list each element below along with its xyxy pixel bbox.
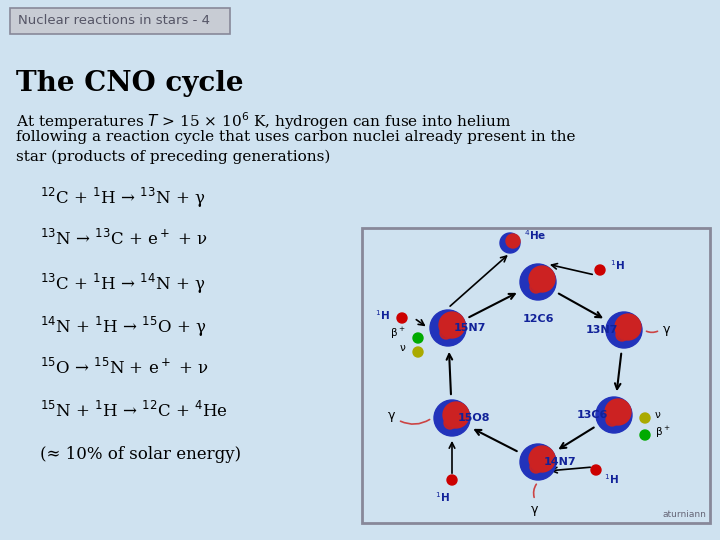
Text: β$^+$: β$^+$ [390,326,405,341]
Circle shape [449,407,463,421]
Text: γ: γ [663,323,670,336]
Text: $^1$H: $^1$H [610,258,625,272]
Text: $^{12}$C + $^{1}$H → $^{13}$N + γ: $^{12}$C + $^{1}$H → $^{13}$N + γ [40,186,205,210]
Text: At temperatures $\mathit{T}$ > 15 × 10$^6$ K, hydrogen can fuse into helium: At temperatures $\mathit{T}$ > 15 × 10$^… [16,110,511,132]
Circle shape [413,347,423,357]
Circle shape [443,402,469,428]
Circle shape [524,458,540,474]
Text: γ: γ [387,408,395,422]
Circle shape [438,315,452,329]
Circle shape [604,402,618,416]
Circle shape [439,312,465,338]
Circle shape [536,461,550,475]
Circle shape [442,405,456,419]
Text: $^1$H: $^1$H [435,490,449,504]
Text: aturniann: aturniann [662,510,706,519]
Text: β$^+$: β$^+$ [655,424,670,440]
Circle shape [447,475,457,485]
Text: 13N7: 13N7 [586,325,618,335]
Bar [10,8,230,34]
Circle shape [621,319,635,333]
Circle shape [528,269,542,283]
Circle shape [430,310,466,346]
Text: $^{15}$O → $^{15}$N + e$^+$ + ν: $^{15}$O → $^{15}$N + e$^+$ + ν [40,358,209,378]
Text: $^{13}$N → $^{13}$C + e$^+$ + ν: $^{13}$N → $^{13}$C + e$^+$ + ν [40,229,207,249]
Circle shape [596,397,632,433]
Circle shape [529,446,555,472]
Circle shape [595,265,605,275]
Circle shape [591,465,601,475]
Text: (≈ 10% of solar energy): (≈ 10% of solar energy) [40,446,241,463]
Text: 13C6: 13C6 [576,410,608,420]
Text: $^{15}$N + $^{1}$H → $^{12}$C + $^{4}$He: $^{15}$N + $^{1}$H → $^{12}$C + $^{4}$He [40,401,228,421]
Circle shape [438,414,454,430]
Circle shape [611,404,625,418]
Circle shape [640,430,650,440]
Circle shape [529,266,555,292]
Circle shape [600,411,616,427]
Text: star (products of preceding generations): star (products of preceding generations) [16,150,330,164]
Circle shape [605,399,631,425]
Circle shape [445,317,459,331]
Text: $^1$H: $^1$H [604,472,618,486]
Circle shape [520,264,556,300]
Circle shape [444,417,456,429]
Circle shape [506,234,520,248]
Text: Nuclear reactions in stars - 4: Nuclear reactions in stars - 4 [18,15,210,28]
Circle shape [535,451,549,465]
Circle shape [615,314,641,340]
Text: $^{13}$C + $^{1}$H → $^{14}$N + γ: $^{13}$C + $^{1}$H → $^{14}$N + γ [40,272,205,296]
Circle shape [524,278,540,294]
Bar [362,228,710,523]
Circle shape [530,281,542,293]
Circle shape [536,281,550,295]
Text: γ: γ [531,503,539,516]
Circle shape [446,327,460,341]
Circle shape [606,414,618,426]
Circle shape [520,444,556,480]
Circle shape [500,233,520,253]
Circle shape [530,461,542,473]
Text: 15N7: 15N7 [454,323,486,333]
Circle shape [606,312,642,348]
Text: ν: ν [655,410,661,420]
Text: 14N7: 14N7 [544,457,576,467]
Circle shape [622,329,636,343]
Circle shape [528,449,542,463]
Text: following a reaction cycle that uses carbon nuclei already present in the: following a reaction cycle that uses car… [16,130,575,144]
Text: $^1$H: $^1$H [375,308,390,322]
Circle shape [397,313,407,323]
Text: 15O8: 15O8 [458,413,490,423]
Circle shape [614,317,628,331]
Text: 12C6: 12C6 [522,314,554,324]
Text: The CNO cycle: The CNO cycle [16,70,243,97]
Circle shape [440,327,452,339]
Circle shape [640,413,650,423]
Circle shape [616,329,628,341]
Circle shape [413,333,423,343]
Circle shape [450,417,464,431]
Text: ν: ν [399,343,405,353]
Text: $^{14}$N + $^{1}$H → $^{15}$O + γ: $^{14}$N + $^{1}$H → $^{15}$O + γ [40,315,207,339]
Text: $^4$He: $^4$He [524,228,546,242]
Circle shape [434,400,470,436]
Circle shape [612,414,626,428]
Circle shape [535,271,549,285]
Circle shape [434,324,450,340]
Circle shape [610,326,626,342]
